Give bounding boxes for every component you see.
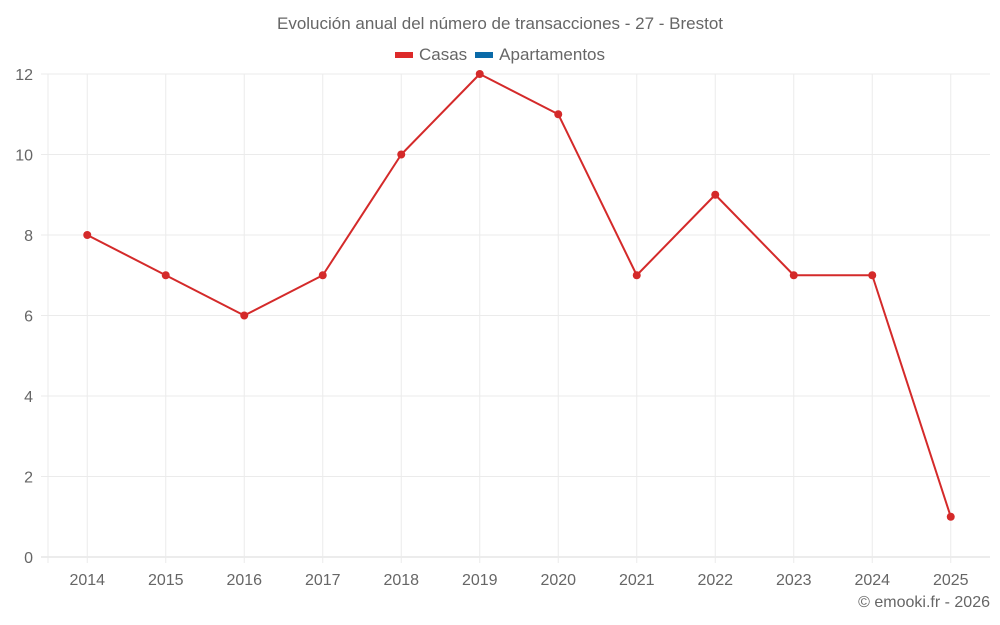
- data-point[interactable]: [397, 150, 406, 159]
- y-tick-label: 10: [15, 148, 33, 165]
- data-point[interactable]: [789, 271, 798, 280]
- legend-label-apartamentos: Apartamentos: [499, 45, 606, 64]
- data-point[interactable]: [554, 110, 563, 119]
- y-tick-label: 2: [24, 470, 33, 487]
- y-tick-label: 6: [24, 309, 33, 326]
- x-tick-label: 2014: [69, 572, 105, 589]
- x-axis: 2014 2015 2016 2017 2018 2019 2020 2021 2022 2023…: [69, 572, 968, 589]
- x-tick-label: 2025: [933, 572, 969, 589]
- data-point[interactable]: [161, 271, 170, 280]
- legend-swatch-apartamentos: [475, 52, 494, 58]
- x-tick-label: 2018: [383, 572, 419, 589]
- x-tick-label: 2019: [462, 572, 498, 589]
- series-casas: [83, 70, 955, 521]
- y-tick-label: 12: [15, 67, 33, 84]
- x-tick-label: 2015: [148, 572, 184, 589]
- data-point[interactable]: [632, 271, 641, 280]
- x-tick-label: 2016: [226, 572, 262, 589]
- credit-text: © emooki.fr - 2026: [858, 594, 990, 611]
- data-point[interactable]: [240, 311, 249, 320]
- chart-title: Evolución anual del número de transaccio…: [276, 14, 724, 33]
- y-tick-label: 8: [24, 228, 33, 245]
- data-point[interactable]: [475, 70, 484, 78]
- legend: Casas Apartamentos: [0, 45, 1000, 65]
- y-tick-label: 0: [24, 550, 33, 567]
- data-point[interactable]: [868, 271, 877, 280]
- data-point[interactable]: [711, 190, 720, 199]
- x-tick-label: 2021: [619, 572, 655, 589]
- y-tick-label: 4: [24, 389, 33, 406]
- legend-item-casas[interactable]: Casas: [394, 45, 468, 65]
- x-tick-label: 2020: [540, 572, 576, 589]
- x-tick-label: 2023: [776, 572, 812, 589]
- legend-item-apartamentos[interactable]: Apartamentos: [475, 45, 605, 65]
- data-point[interactable]: [83, 231, 92, 239]
- x-tick-label: 2022: [697, 572, 733, 589]
- y-axis: 0 2 4 6 8 10 12: [15, 67, 33, 567]
- x-tick-label: 2024: [854, 572, 890, 589]
- x-tick-label: 2017: [305, 572, 341, 589]
- legend-label-casas: Casas: [418, 45, 468, 64]
- data-point[interactable]: [946, 512, 955, 521]
- data-point[interactable]: [318, 271, 327, 280]
- grid-lines: [41, 73, 990, 563]
- legend-swatch-casas: [394, 52, 413, 58]
